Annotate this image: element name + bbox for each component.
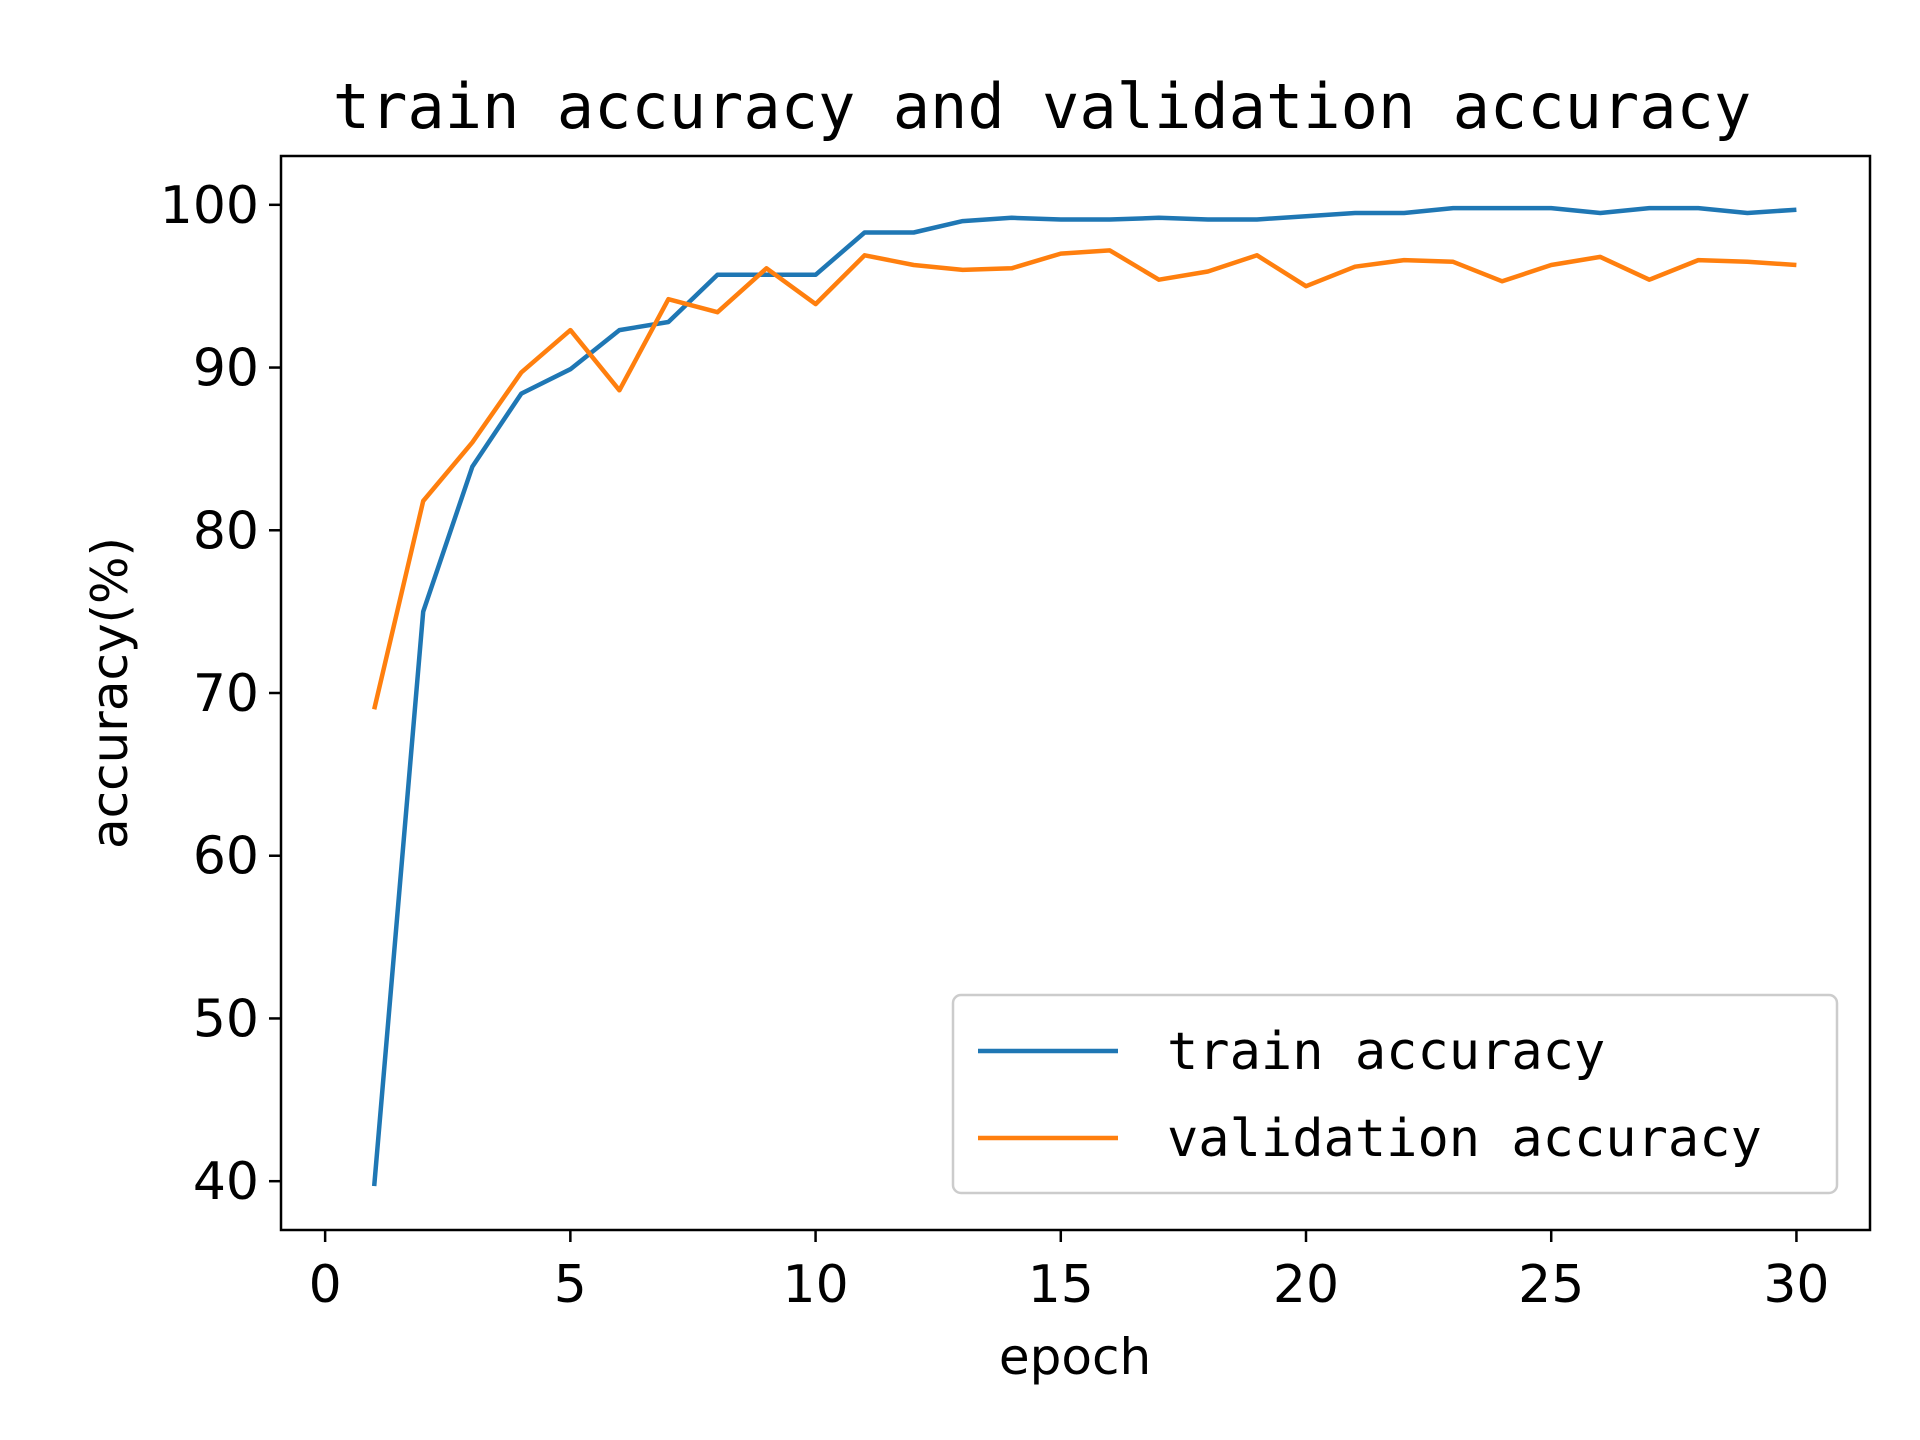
chart-title: train accuracy and validation accuracy	[333, 70, 1751, 143]
y-tick-label: 40	[193, 1152, 259, 1212]
x-tick-label: 10	[782, 1255, 848, 1315]
y-tick-label: 100	[160, 176, 259, 236]
legend: train accuracy validation accuracy	[951, 993, 1839, 1195]
x-tick-label: 30	[1763, 1255, 1829, 1315]
series-line-train-accuracy	[371, 205, 1797, 1187]
y-tick-label: 60	[193, 827, 259, 887]
x-axis-label: epoch	[999, 1328, 1151, 1386]
legend-label: train accuracy	[1167, 1022, 1605, 1082]
x-tick-label: 15	[1028, 1255, 1094, 1315]
legend-box	[951, 993, 1839, 1195]
y-axis-label: accuracy(%)	[81, 537, 139, 849]
series-line-validation-accuracy	[372, 248, 1797, 710]
plot-area	[371, 205, 1797, 1187]
y-tick-label: 90	[193, 339, 259, 399]
x-tick-label: 20	[1273, 1255, 1339, 1315]
y-tick-label: 50	[193, 989, 259, 1049]
x-axis: 0 5 10 15 20 25 30	[309, 1230, 1830, 1315]
x-tick-label: 0	[309, 1255, 342, 1315]
y-tick-label: 80	[193, 501, 259, 561]
x-tick-label: 5	[554, 1255, 587, 1315]
x-tick-label: 25	[1518, 1255, 1584, 1315]
legend-label: validation accuracy	[1167, 1109, 1762, 1169]
y-tick-label: 70	[193, 664, 259, 724]
y-axis: 40 50 60 70 80 90 100	[160, 176, 281, 1212]
